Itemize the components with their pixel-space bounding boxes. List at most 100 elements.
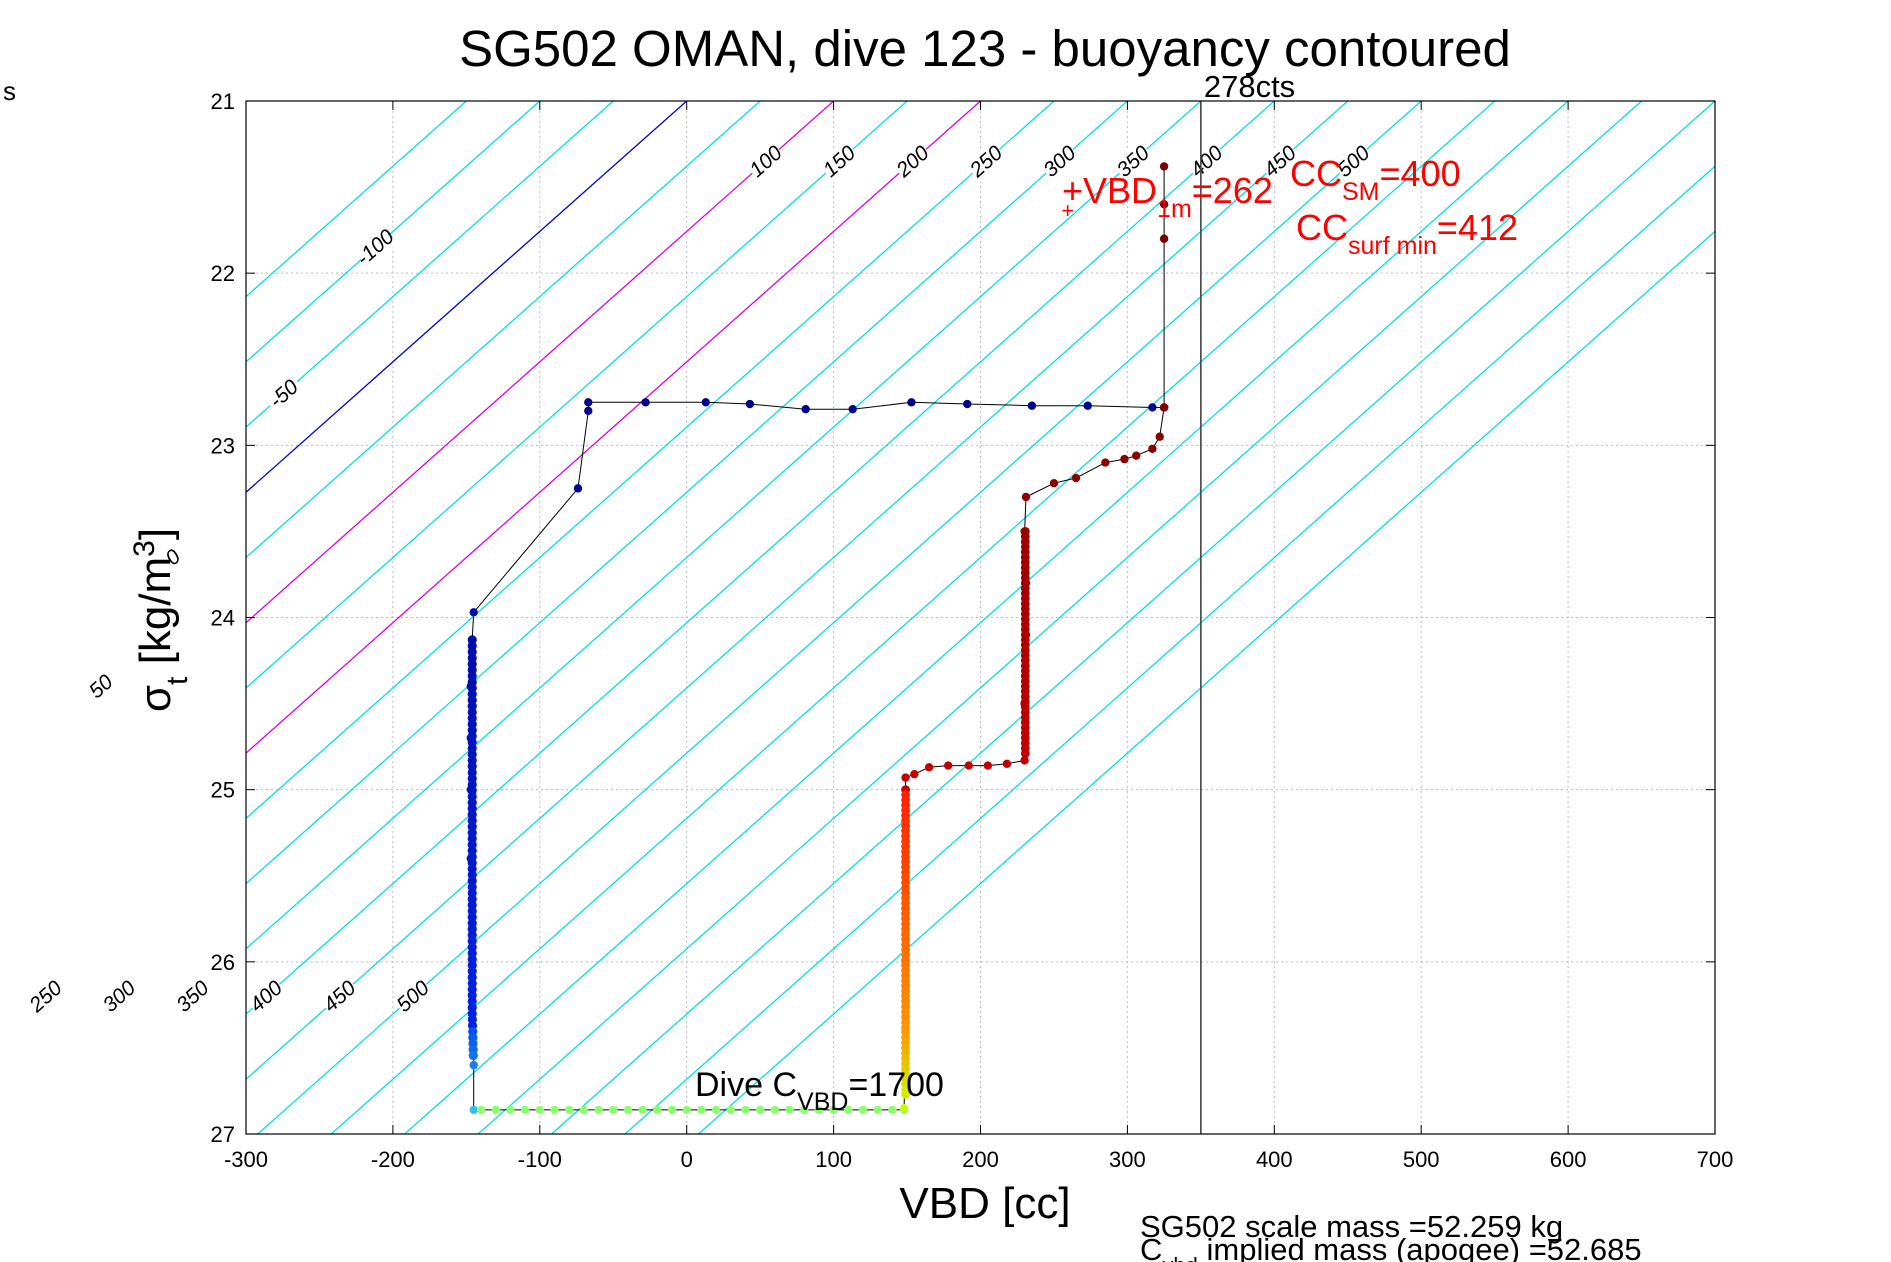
x-tick-label: 700 (1697, 1147, 1734, 1172)
contour-line (246, 101, 1275, 1015)
data-point (943, 761, 953, 770)
contour-label-bg (391, 975, 435, 1018)
contour-label-bg (244, 975, 288, 1018)
data-point (701, 398, 710, 407)
data-point (623, 1105, 633, 1115)
data-point (1148, 403, 1157, 412)
contour-line (477, 101, 1642, 1134)
data-point (520, 1105, 530, 1115)
data-point (468, 992, 477, 1001)
contour-line (246, 101, 1128, 885)
data-point (711, 1105, 721, 1115)
axis-ticks: -300 -200 -100 0 100 200 300 400 500 600 700 21 22 23… (211, 89, 1734, 1172)
data-point (466, 785, 475, 794)
y-tick-label: 22 (211, 261, 235, 286)
data-point (1020, 749, 1030, 758)
data-point (1021, 492, 1031, 502)
annotation-cc-surf-min: CCsurf min=412 (1296, 207, 1518, 260)
y-tick-label: 21 (211, 89, 235, 114)
data-point (584, 406, 593, 416)
contour-label-bg (24, 975, 68, 1018)
y-tick-label: 26 (211, 950, 235, 975)
contour-line (330, 101, 1496, 1134)
dive-track-line (470, 401, 1165, 1110)
data-point (1132, 451, 1141, 460)
data-point (745, 399, 755, 409)
annotation-dive-cvbd: Dive CVBD=1700 (695, 1066, 944, 1116)
data-point (466, 854, 475, 863)
data-point (584, 398, 593, 407)
contour-line (246, 101, 1055, 820)
vbd-1m-marker: + (1061, 198, 1074, 223)
dive-series: + (466, 162, 1169, 1115)
data-point (801, 404, 810, 414)
contour-label-bg (79, 665, 123, 708)
data-point (848, 404, 857, 414)
contour-label-bg (1111, 140, 1155, 183)
contour-label-bg (1331, 140, 1375, 183)
x-axis-label: VBD [cc] (899, 1179, 1070, 1228)
data-point (964, 761, 973, 770)
contour-label-bg (151, 536, 195, 579)
data-point (899, 1103, 909, 1113)
contour-label: 300 (99, 976, 141, 1017)
data-point (506, 1105, 515, 1115)
contour-line (257, 101, 1422, 1134)
data-point (910, 769, 919, 779)
dive-track-line (903, 407, 1165, 1109)
y-tick-label: 27 (211, 1122, 235, 1147)
y-tick-label: 25 (211, 778, 235, 803)
contour-line (246, 101, 761, 559)
corner-text: s (3, 76, 16, 106)
data-point (550, 1105, 559, 1115)
contour-label: 250 (24, 976, 66, 1017)
contour-line (551, 101, 1715, 1134)
footer-implied-mass: Cvbd implied mass (apogee) =52.685 (1140, 1232, 1642, 1262)
data-point (535, 1105, 544, 1115)
data-point (1020, 756, 1029, 765)
data-point (469, 1105, 478, 1115)
data-point (564, 1105, 574, 1115)
data-point (594, 1105, 603, 1115)
contour-line (624, 165, 1715, 1134)
data-point (466, 733, 475, 743)
data-point (682, 1105, 691, 1115)
contour-label-bg (353, 226, 397, 269)
data-point (800, 1105, 809, 1115)
contour-line (246, 101, 688, 494)
x-tick-label: -300 (224, 1147, 268, 1172)
x-tick-label: 100 (815, 1147, 852, 1172)
x-tick-label: -200 (371, 1147, 415, 1172)
annotation-cc-sm: CCSM=400 (1290, 153, 1461, 206)
data-point (888, 1105, 897, 1115)
contour-label-bg (964, 140, 1008, 183)
data-point (579, 1105, 589, 1115)
footer-scale-mass: SG502 scale mass =52.259 kg (1140, 1209, 1563, 1244)
x-tick-label: 0 (681, 1147, 693, 1172)
data-point (1159, 403, 1169, 412)
data-point (1159, 234, 1169, 243)
contour-line (404, 101, 1569, 1134)
data-point (726, 1105, 735, 1115)
data-point (468, 923, 477, 932)
contour-line (246, 101, 541, 363)
data-point (901, 773, 910, 782)
y-tick-label: 24 (211, 606, 235, 631)
x-tick-label: 600 (1550, 1147, 1587, 1172)
vbd-line-label: 278cts (1204, 69, 1295, 104)
data-point (770, 1105, 780, 1115)
data-point (901, 1090, 910, 1099)
contour-line (246, 101, 1349, 1081)
data-point (1049, 479, 1059, 488)
data-point (641, 398, 650, 407)
contour-label-bg (1038, 140, 1081, 183)
contour-label-bg (262, 372, 306, 415)
contour-line (246, 101, 1202, 950)
contour-label-bg (744, 140, 788, 183)
data-point (638, 1105, 647, 1115)
data-point (1159, 162, 1169, 171)
contour-label-bg (1258, 140, 1302, 183)
data-point (1159, 200, 1169, 209)
data-point (469, 1060, 478, 1070)
data-point (468, 647, 477, 657)
